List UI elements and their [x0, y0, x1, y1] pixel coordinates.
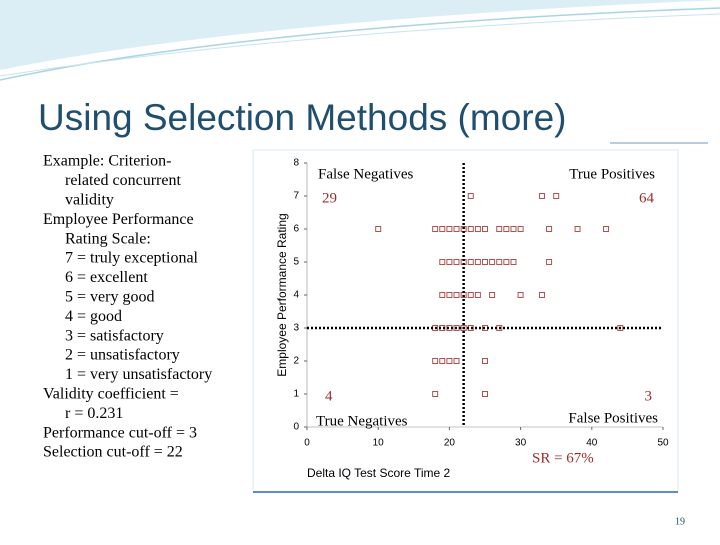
point	[460, 325, 467, 331]
point	[474, 292, 481, 298]
point	[489, 292, 496, 298]
y-tick-label: 4	[293, 290, 299, 301]
y-tick-label: 0	[293, 422, 299, 433]
body-line: 6 = excellent	[65, 269, 148, 286]
annotation: False Negatives	[318, 166, 414, 182]
point	[467, 259, 474, 265]
point	[538, 193, 545, 199]
y-tick-label: 5	[293, 257, 299, 268]
point	[439, 292, 446, 298]
point	[439, 259, 446, 265]
point	[546, 259, 553, 265]
point	[503, 226, 510, 232]
point	[453, 292, 460, 298]
slide-title: Using Selection Methods (more)	[38, 97, 567, 138]
decor-swoosh	[0, 0, 720, 70]
chart-box	[252, 149, 679, 493]
point	[453, 226, 460, 232]
x-tick-label: 40	[586, 438, 598, 449]
x-axis-label: Delta IQ Test Score Time 2	[307, 466, 450, 480]
annotation: True Positives	[569, 166, 655, 182]
body-line: 4 = good	[65, 308, 122, 325]
point	[482, 391, 488, 397]
point	[432, 391, 439, 397]
point	[453, 358, 460, 364]
body-line: 7 = truly exceptional	[65, 250, 199, 267]
x-tick-label: 30	[515, 438, 527, 449]
decor-line	[0, 13, 720, 77]
point	[510, 259, 517, 265]
point	[467, 226, 474, 232]
point	[446, 358, 453, 364]
y-tick-label: 8	[293, 158, 299, 169]
point	[482, 358, 488, 364]
x-tick-label: 10	[373, 438, 385, 449]
point	[474, 226, 481, 232]
point	[439, 226, 446, 232]
x-tick-label: 0	[304, 438, 310, 449]
point	[603, 226, 610, 232]
point	[496, 226, 503, 232]
body-line: Employee Performance	[43, 211, 194, 228]
point	[517, 292, 524, 298]
body-line: 1 = very unsatisfactory	[65, 366, 212, 383]
annotation: 4	[325, 388, 333, 404]
y-tick-label: 3	[293, 323, 299, 334]
body-text: Example: Criterion-related concurrent val…	[43, 153, 212, 461]
body-line: Validity coefficient =	[43, 385, 179, 402]
body-line: validity	[65, 191, 114, 208]
point	[446, 292, 453, 298]
point	[489, 259, 496, 265]
point	[553, 193, 560, 199]
body-line: related concurrent	[65, 172, 181, 189]
point	[617, 325, 624, 331]
point	[496, 259, 503, 265]
point	[546, 226, 553, 232]
y-axis-label: Employee Performance Rating	[275, 213, 289, 376]
annotation: 29	[322, 190, 337, 206]
point	[467, 292, 474, 298]
page-number: 19	[675, 516, 685, 527]
y-tick-label: 6	[293, 224, 299, 235]
annotation: 64	[639, 190, 655, 206]
point	[538, 292, 545, 298]
point	[517, 226, 524, 232]
body-line: Example: Criterion-	[43, 153, 171, 170]
point	[432, 226, 439, 232]
point	[432, 358, 439, 364]
x-tick-label: 50	[657, 438, 669, 449]
point	[467, 193, 474, 199]
point	[503, 259, 510, 265]
body-line: 3 = satisfactory	[65, 327, 164, 344]
point	[439, 358, 446, 364]
point	[574, 226, 581, 232]
point	[510, 226, 517, 232]
point	[446, 259, 453, 265]
point	[446, 226, 453, 232]
y-tick-label: 2	[293, 356, 299, 367]
point	[482, 259, 488, 265]
body-line: 5 = very good	[65, 288, 154, 305]
y-tick-label: 1	[293, 389, 299, 400]
annotation: False Positives	[568, 410, 658, 426]
point	[453, 259, 460, 265]
annotation: True Negatives	[316, 413, 408, 429]
annotation: SR = 67%	[532, 450, 594, 466]
body-line: Rating Scale:	[65, 230, 151, 247]
point	[482, 226, 488, 232]
body-line: Performance cut-off = 3	[43, 424, 197, 441]
body-line: 2 = unsatisfactory	[65, 347, 180, 364]
annotation: 3	[645, 388, 653, 404]
point	[375, 226, 382, 232]
y-tick-label: 7	[293, 191, 299, 202]
body-line: Selection cut-off = 22	[43, 444, 183, 461]
x-tick-label: 20	[444, 438, 456, 449]
point	[474, 259, 481, 265]
body-line: r = 0.231	[65, 405, 123, 422]
